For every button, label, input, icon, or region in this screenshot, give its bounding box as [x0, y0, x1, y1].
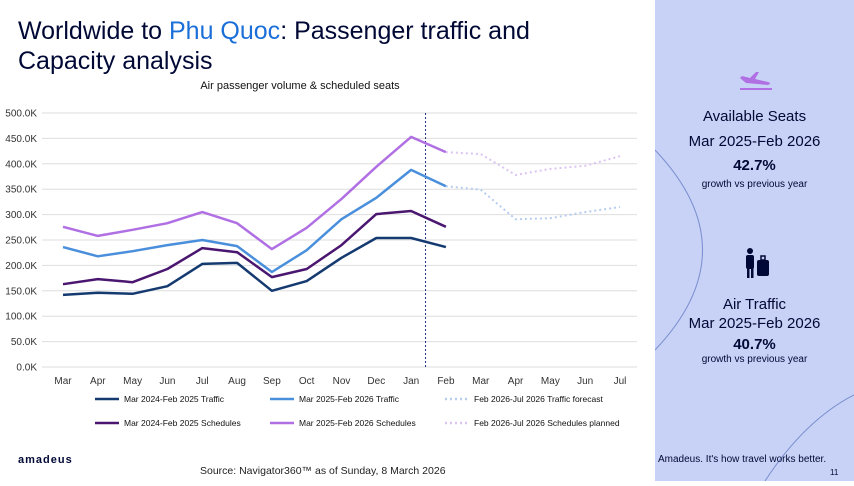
panel-note: growth vs previous year [701, 179, 808, 190]
x-tick-label: May [541, 376, 560, 387]
x-tick-label: Jul [196, 376, 209, 387]
series-line [62, 168, 447, 274]
x-tick-label: Jun [577, 376, 593, 387]
y-tick-label: 150.0K [5, 286, 37, 297]
panel-label: Available Seats [702, 108, 807, 125]
x-tick-label: Nov [333, 376, 351, 387]
y-tick-label: 400.0K [5, 159, 37, 170]
x-tick-label: Mar [472, 376, 490, 387]
logo: amadeus [18, 454, 73, 466]
y-tick-label: 200.0K [5, 261, 37, 272]
x-tick-label: Apr [90, 376, 106, 387]
series-line [445, 151, 621, 176]
chart: Air passenger volume & scheduled seats 0… [5, 80, 637, 428]
x-tick-label: Feb [437, 376, 455, 387]
x-tick-label: Oct [299, 376, 315, 387]
legend-label: Mar 2025-Feb 2026 Traffic [299, 394, 400, 404]
x-tick-label: Dec [367, 376, 385, 387]
x-tick-label: May [123, 376, 142, 387]
x-tick-label: Jan [403, 376, 419, 387]
slide-title: Worldwide to Phu Quoc: Passenger traffic… [18, 16, 618, 76]
x-tick-label: Jun [159, 376, 175, 387]
y-tick-label: 350.0K [5, 185, 37, 196]
panel-value: 42.7% [733, 157, 776, 174]
y-tick-label: 500.0K [5, 109, 37, 120]
legend-label: Feb 2026-Jul 2026 Schedules planned [474, 418, 620, 428]
chart-title: Air passenger volume & scheduled seats [200, 80, 400, 92]
y-tick-label: 300.0K [5, 210, 37, 221]
panel-period: Mar 2025-Feb 2026 [688, 315, 821, 332]
legend-label: Feb 2026-Jul 2026 Traffic forecast [474, 394, 603, 404]
series-line [62, 135, 447, 251]
series-line [62, 209, 447, 286]
y-tick-label: 100.0K [5, 312, 37, 323]
x-tick-label: Sep [263, 376, 281, 387]
y-tick-label: 50.0K [11, 337, 37, 348]
title-part: Worldwide to [18, 17, 169, 45]
y-tick-label: 0.0K [16, 363, 37, 374]
tagline: Amadeus. It's how travel works better. [658, 454, 827, 465]
traveller-icon [746, 248, 769, 278]
panel-period: Mar 2025-Feb 2026 [688, 133, 821, 150]
x-tick-label: Jul [614, 376, 627, 387]
panel-label: Air Traffic [722, 296, 787, 313]
x-tick-label: Apr [508, 376, 524, 387]
panel-note: growth vs previous year [701, 354, 808, 365]
series-line [445, 185, 621, 221]
legend-label: Mar 2024-Feb 2025 Schedules [124, 418, 241, 428]
legend-label: Mar 2025-Feb 2026 Schedules [299, 418, 416, 428]
page-number: 11 [830, 468, 839, 477]
series-line [62, 236, 447, 297]
panel-value: 40.7% [733, 336, 776, 353]
x-tick-label: Mar [54, 376, 72, 387]
source-note: Source: Navigator360™ as of Sunday, 8 Ma… [200, 465, 446, 477]
side-panel [654, 0, 854, 482]
x-tick-label: Aug [228, 376, 246, 387]
legend-label: Mar 2024-Feb 2025 Traffic [124, 394, 225, 404]
title-part: Phu Quoc [169, 17, 281, 45]
title-part: : Passenger traffic and Capacity analysi… [18, 17, 530, 75]
y-tick-label: 450.0K [5, 134, 37, 145]
panel-decoration [654, 72, 854, 482]
plane-icon [740, 72, 772, 90]
y-tick-label: 250.0K [5, 236, 37, 247]
